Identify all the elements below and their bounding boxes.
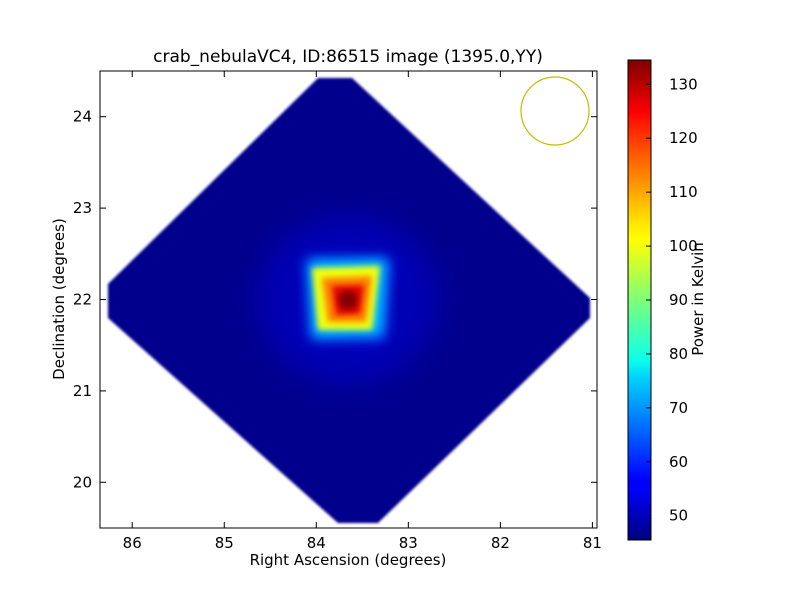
colorbar-ticks: 50 60 70 80 90 100 110 120 130 (646, 75, 698, 525)
x-tick-label: 84 (307, 534, 326, 552)
plot-area (100, 71, 597, 528)
source-peak (339, 291, 357, 309)
colorbar-tick-label: 90 (669, 291, 688, 309)
colorbar-label: Power in Kelvin (689, 242, 707, 356)
y-axis-ticks: 20 21 22 23 24 (73, 108, 597, 491)
x-axis-label: Right Ascension (degrees) (250, 551, 447, 569)
x-tick-label: 83 (399, 534, 418, 552)
x-tick-label: 82 (491, 534, 510, 552)
x-axis-ticks: 86 85 84 83 82 81 (123, 71, 602, 552)
colorbar-tick-label: 50 (669, 507, 688, 525)
colorbar-tick-label: 60 (669, 453, 688, 471)
x-tick-label: 85 (215, 534, 234, 552)
x-tick-label: 86 (123, 534, 142, 552)
y-tick-label: 23 (73, 199, 92, 217)
y-axis-label: Declination (degrees) (50, 218, 68, 380)
y-tick-label: 24 (73, 108, 92, 126)
y-tick-label: 22 (73, 291, 92, 309)
heatmap-source-region (258, 215, 438, 385)
beam-circle (520, 76, 590, 146)
y-tick-label: 21 (73, 382, 92, 400)
colorbar-tick-label: 120 (669, 129, 698, 147)
x-tick-label: 81 (583, 534, 602, 552)
colorbar-tick-label: 80 (669, 345, 688, 363)
colorbar-tick-label: 70 (669, 399, 688, 417)
y-tick-label: 20 (73, 473, 92, 491)
colorbar-tick-label: 130 (669, 75, 698, 93)
colorbar-tick-label: 100 (669, 237, 698, 255)
chart-title: crab_nebulaVC4, ID:86515 image (1395.0,Y… (153, 47, 543, 67)
colorbar-tick-label: 110 (669, 183, 698, 201)
